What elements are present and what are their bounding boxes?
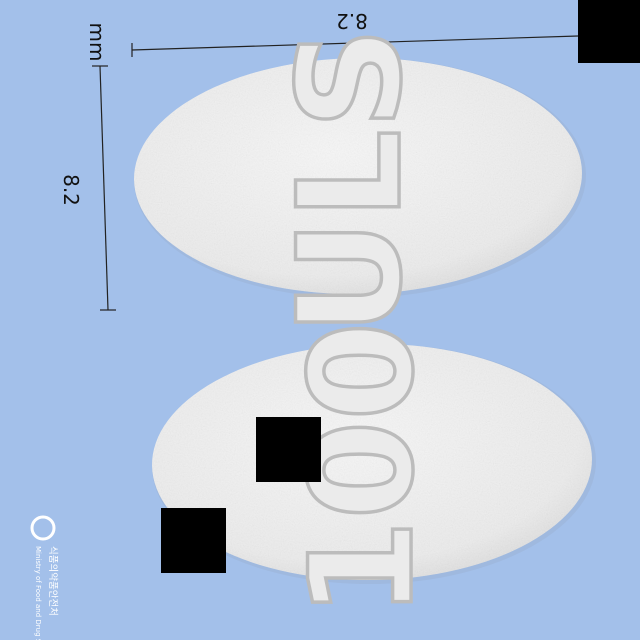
dimension-marker-height: 8.2 mm bbox=[59, 23, 116, 311]
dimension-marker-width: 8.2 bbox=[131, 9, 579, 57]
redaction-block bbox=[256, 417, 321, 482]
width-value-label: 8.2 bbox=[336, 9, 368, 33]
unit-label: mm bbox=[85, 23, 109, 62]
agency-name-english: Ministry of Food and Drug Safety bbox=[34, 546, 42, 640]
height-value-label: 8.2 bbox=[59, 174, 83, 206]
redaction-block bbox=[161, 508, 226, 573]
agency-emblem-icon bbox=[30, 515, 56, 541]
tablet-front-imprint: ULS bbox=[268, 27, 433, 335]
agency-logo: 식품의약품안전처 Ministry of Food and Drug Safet… bbox=[30, 515, 59, 640]
agency-name-korean: 식품의약품안전처 bbox=[47, 546, 59, 616]
tablet-back: 100 bbox=[152, 320, 596, 620]
tablet-front: ULS bbox=[134, 25, 586, 337]
